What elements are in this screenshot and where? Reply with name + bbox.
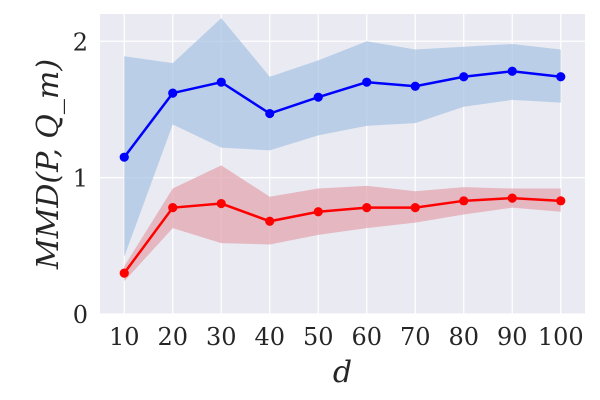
series-2-point — [216, 198, 226, 209]
y-tick-labels: 0 1 2 — [73, 28, 88, 329]
x-tick-label: 30 — [206, 323, 237, 351]
series-1-point — [507, 66, 517, 76]
x-tick-label: 20 — [157, 323, 188, 351]
y-tick-label: 1 — [73, 165, 88, 193]
series-1-point — [119, 152, 129, 162]
x-tick-label: 40 — [254, 323, 285, 351]
series-2-point — [119, 268, 129, 278]
series-2-line — [123, 196, 561, 274]
x-tick-label: 50 — [303, 323, 334, 351]
x-tick-label: 70 — [400, 323, 431, 351]
series-1-point — [216, 77, 226, 87]
series-1-point — [556, 72, 566, 82]
y-axis-label: MMD(P, Q_m) — [31, 59, 66, 270]
series-1-point — [362, 77, 372, 87]
series-1-band — [124, 18, 561, 257]
series-2-point — [265, 216, 275, 226]
series-lines — [123, 70, 561, 274]
series-1-point — [313, 92, 323, 102]
series-2-point — [168, 203, 178, 213]
series-2-point — [313, 207, 323, 217]
series-2-band — [124, 165, 561, 282]
series-2-point — [556, 196, 566, 206]
series-1-point — [459, 72, 469, 82]
x-tick-label: 100 — [538, 323, 584, 351]
series-2-point — [410, 203, 420, 213]
y-tick-label: 0 — [73, 301, 88, 329]
x-tick-label: 10 — [109, 323, 140, 351]
series-1-point — [168, 88, 178, 98]
series-points — [119, 66, 566, 278]
series-1-point — [265, 108, 275, 119]
series-1-line — [123, 70, 561, 158]
series-2-point — [362, 203, 372, 213]
x-tick-label: 60 — [351, 323, 382, 351]
series-2-point — [459, 196, 469, 206]
x-tick-label: 90 — [497, 323, 528, 351]
x-tick-labels: 10 20 30 40 50 60 70 80 90 100 — [109, 323, 584, 351]
x-axis-label: d — [333, 355, 352, 390]
y-tick-label: 2 — [73, 28, 88, 56]
confidence-bands — [124, 18, 561, 282]
series-1-point — [410, 81, 420, 91]
series-2-point — [507, 193, 517, 203]
x-tick-label: 80 — [448, 323, 479, 351]
